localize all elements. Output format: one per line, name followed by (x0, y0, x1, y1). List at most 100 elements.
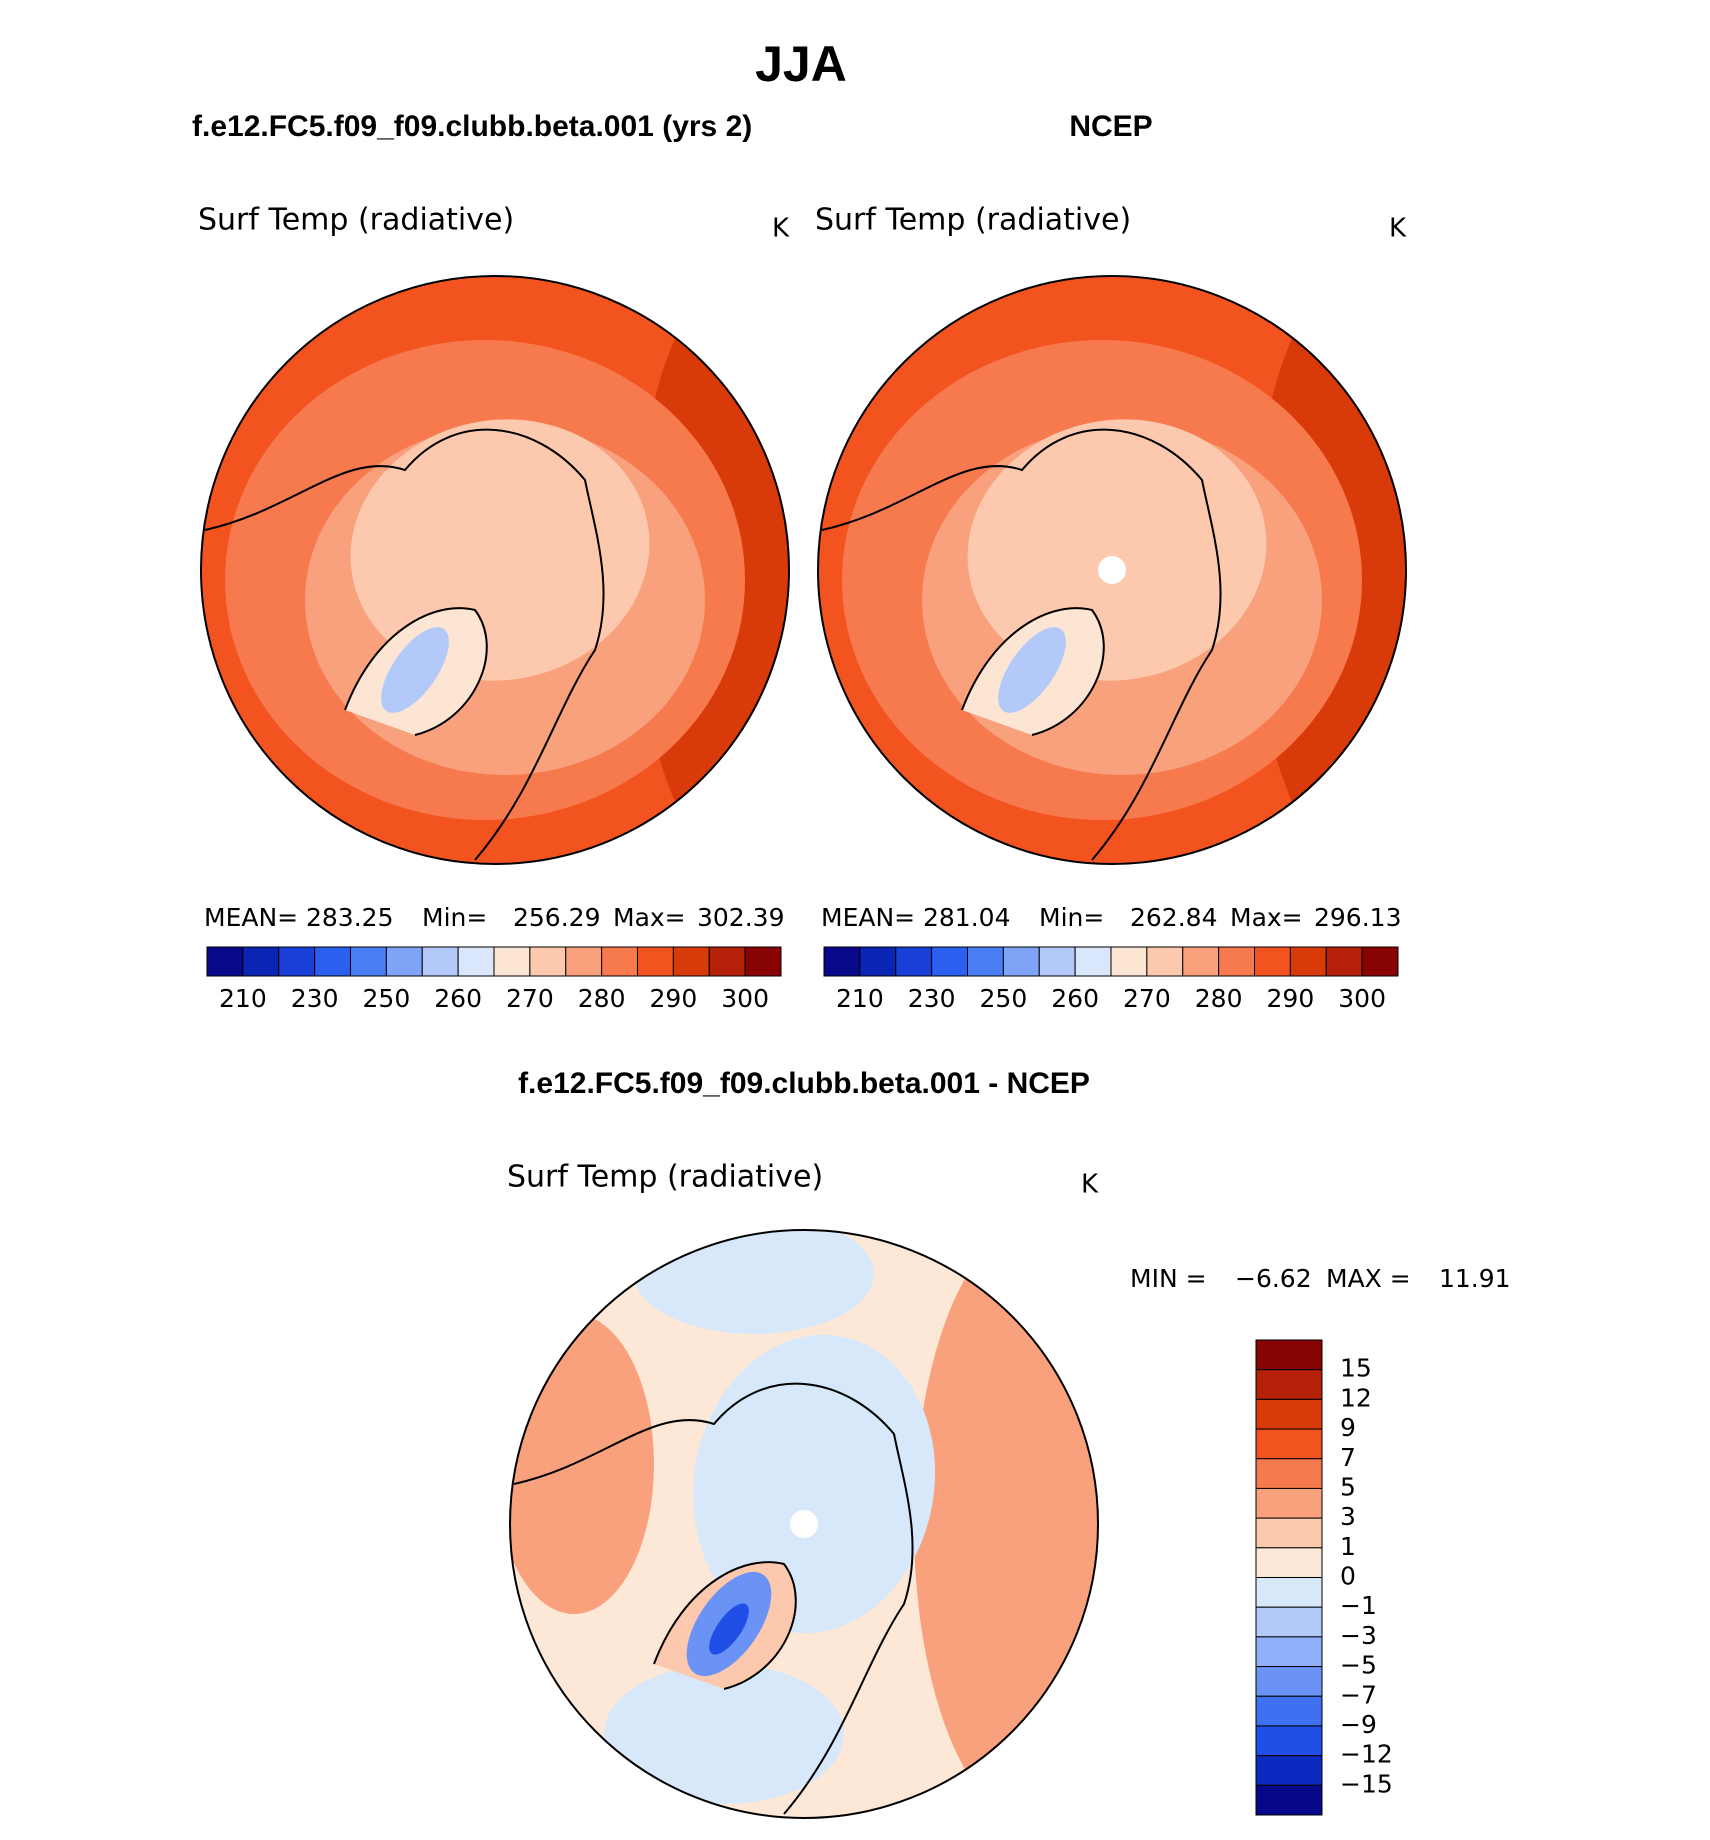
variable-label: Surf Temp (radiative) (507, 1160, 823, 1195)
coastline (821, 428, 1222, 861)
colorbar-swatch (1255, 1606, 1323, 1638)
colorbar-label: 300 (1338, 984, 1386, 1013)
colorbar-label: 270 (506, 984, 554, 1013)
polar-map (510, 1230, 1098, 1818)
colorbar-swatch (1255, 1428, 1323, 1460)
units-label: K (1081, 1170, 1099, 1200)
colorbar-swatch (1255, 1755, 1323, 1786)
panel-title: f.e12.FC5.f09_f09.clubb.beta.001 (yrs 2) (192, 110, 752, 143)
cool-zone (604, 1664, 844, 1804)
colorbar-swatch (1255, 1339, 1323, 1371)
map-border (817, 275, 1407, 865)
colorbar-swatch (895, 946, 933, 977)
colorbar-swatch (1254, 946, 1291, 977)
colorbar-label: 290 (650, 984, 698, 1013)
stat-value: 302.39 (697, 903, 784, 932)
colorbar-swatch (1255, 1369, 1323, 1400)
colorbar-label: −3 (1340, 1621, 1377, 1650)
colorbar-swatch (1255, 1487, 1323, 1519)
colorbar-swatch (1255, 1547, 1323, 1578)
figure-title: JJA (755, 36, 847, 92)
colorbar-swatch (565, 946, 603, 977)
colorbar-swatch (1325, 946, 1363, 977)
colorbar-label: 7 (1340, 1443, 1356, 1472)
colorbar-swatch (823, 946, 861, 977)
pole-hole (1098, 556, 1126, 584)
colorbar-label: −1 (1340, 1591, 1377, 1620)
ice-sheet (381, 627, 449, 713)
stat-value: 256.29 (513, 903, 600, 932)
variable-label: Surf Temp (radiative) (198, 203, 514, 238)
colorbar-swatch (1255, 1636, 1323, 1668)
colorbar-label: −12 (1340, 1740, 1393, 1769)
colorbar-swatch (1038, 946, 1076, 977)
stat-label: MEAN= (204, 903, 298, 932)
colorbar-swatch (1146, 946, 1184, 977)
coastline (204, 428, 605, 861)
warm-zone (914, 1230, 1098, 1818)
coastline (344, 607, 488, 736)
ice-sheet (998, 627, 1066, 713)
colorbar-swatch (1361, 946, 1399, 977)
stat-label: MAX = (1326, 1264, 1411, 1293)
colorbar-swatch (278, 946, 316, 977)
colorbar-swatch (672, 946, 710, 977)
colorbar-swatch (1255, 1666, 1323, 1697)
colorbar-label: 210 (836, 984, 884, 1013)
stat-label: MEAN= (821, 903, 915, 932)
colorbar-swatch (1255, 1398, 1323, 1430)
coastline (961, 607, 1105, 736)
colorbar-swatch (1074, 946, 1112, 977)
units-label: K (1389, 214, 1407, 244)
variable-label: Surf Temp (radiative) (815, 203, 1131, 238)
colorbar-swatch (967, 946, 1004, 977)
colorbar-swatch (859, 946, 897, 977)
colorbar-swatch (1255, 1517, 1323, 1549)
polar-map (201, 276, 789, 864)
colorbar-label: 230 (908, 984, 956, 1013)
colorbar-label: 250 (363, 984, 411, 1013)
stat-value: −6.62 (1235, 1264, 1312, 1293)
cool-zone (692, 1334, 936, 1634)
colorbar-swatch (1002, 946, 1040, 977)
colorbar-label: 280 (578, 984, 626, 1013)
colorbar-label: 210 (219, 984, 267, 1013)
colorbar-swatch (1110, 946, 1148, 977)
colorbar-swatch (708, 946, 746, 977)
colorbar-swatch (1255, 1458, 1323, 1489)
colorbar-label: 270 (1123, 984, 1171, 1013)
colorbar-label: 0 (1340, 1562, 1356, 1591)
colorbar-label: 250 (980, 984, 1028, 1013)
map-border (509, 1229, 1099, 1819)
colorbar-label: 1 (1340, 1532, 1356, 1561)
colorbar-swatch (1255, 1784, 1323, 1816)
colorbar-label: 3 (1340, 1502, 1356, 1531)
colorbar-swatch (1255, 1725, 1323, 1757)
coastline (513, 1382, 914, 1815)
stat-value: 262.84 (1130, 903, 1217, 932)
stat-value: 281.04 (923, 903, 1010, 932)
colorbar-swatch (1218, 946, 1255, 977)
colorbar-swatch (1182, 946, 1220, 977)
colorbar-label: −5 (1340, 1651, 1377, 1680)
colorbar-swatch (637, 946, 674, 977)
panel-title: NCEP (1069, 110, 1152, 143)
units-label: K (772, 214, 790, 244)
colorbar-swatch (421, 946, 459, 977)
ice-anomaly (709, 1603, 749, 1655)
colorbar-label: 230 (291, 984, 339, 1013)
stat-value: 296.13 (1314, 903, 1401, 932)
colorbar-label: 15 (1340, 1354, 1372, 1383)
colorbar-label: 290 (1267, 984, 1315, 1013)
stat-label: Max= (1230, 903, 1303, 932)
colorbar-label: 12 (1340, 1383, 1372, 1412)
map-border (200, 275, 790, 865)
colorbar-label: −15 (1340, 1769, 1393, 1798)
colorbar-swatch (350, 946, 387, 977)
colorbar-label: 260 (1051, 984, 1099, 1013)
colorbar-swatch (1255, 1577, 1323, 1608)
colorbar-label: −9 (1340, 1710, 1377, 1739)
colorbar-swatch (242, 946, 280, 977)
